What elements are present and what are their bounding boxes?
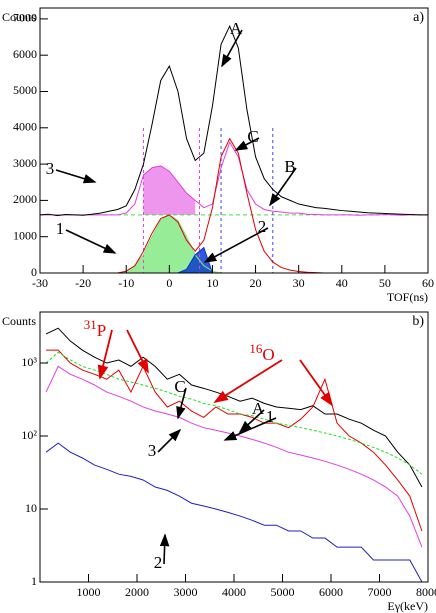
isotope-arrow [97,329,113,380]
y-tick-label: 10 [25,501,37,515]
x-tick-label: -20 [75,276,91,290]
y-tick-label: 1000 [13,228,37,242]
y-tick-label: 0 [31,265,37,279]
annotation-arrow [234,137,260,151]
histogram-line [45,442,423,583]
x-tick-label: 6000 [319,585,343,599]
x-tick-label: 2000 [125,585,149,599]
plot-frame [39,7,429,274]
annotation: 3 [46,159,55,178]
annotation-arrow [55,169,97,184]
x-tick-label: 20 [250,276,262,290]
x-tick-label: 1000 [77,585,101,599]
isotope-mass: 31 [84,317,97,332]
x-tick-label: 10 [206,276,218,290]
x-tick-label: -30 [32,276,48,290]
plot-area [39,7,429,274]
plot-area [39,311,429,583]
annotation-arrow [159,533,170,565]
x-tick-label: 3000 [174,585,198,599]
y-axis-label: Counts [2,314,36,328]
isotope-element: P [97,321,106,340]
plot-frame [39,311,429,583]
y-tick-label: 4000 [13,120,37,134]
area-fill [143,165,196,215]
x-tick-label: 50 [379,276,391,290]
annotation: A [230,19,243,38]
histogram-line [45,365,423,548]
panel-label: b) [412,314,424,329]
histogram-line [40,214,428,274]
x-tick-label: 7000 [368,585,392,599]
area-fill [40,247,428,273]
y-tick-label: 2000 [13,192,37,206]
annotation: C [247,127,258,146]
y-tick-label: 1 [31,574,37,588]
x-tick-label: 60 [422,276,434,290]
y-tick-label: 10³ [21,355,37,369]
y-tick-label: 10² [21,428,37,442]
annotation: C [174,377,185,396]
x-axis-label: TOF(ns) [387,290,428,304]
histogram-line [40,246,428,274]
annotation: 3 [148,441,157,460]
annotation-arrow [223,417,277,441]
isotope-element: O [262,345,274,364]
histogram-line [40,141,428,216]
y-axis-label: Counts [2,10,36,24]
histogram-line [46,349,423,532]
y-tick-label: 7000 [13,11,37,25]
isotope-arrow [299,359,334,407]
x-tick-label: 8000 [416,585,436,599]
x-axis-label: Eγ(keV) [387,599,428,613]
annotation-arrow [157,428,182,453]
isotope-arrow [213,359,283,403]
annotation: 1 [266,407,275,426]
histogram-line [45,351,423,475]
annotation: 1 [56,219,65,238]
histogram-line [45,327,423,488]
x-tick-label: 5000 [271,585,295,599]
x-tick-label: 0 [166,276,172,290]
x-tick-label: 30 [293,276,305,290]
histogram-line [39,24,428,217]
annotation: A [252,399,265,418]
x-tick-label: -10 [118,276,134,290]
x-tick-label: 4000 [222,585,246,599]
annotation: B [284,157,295,176]
y-tick-label: 3000 [13,156,37,170]
annotation-arrow [221,29,243,68]
annotation-arrow [65,229,117,254]
annotation-arrow [176,387,187,420]
isotope-label: 16O [249,341,274,364]
isotope-mass: 16 [249,341,263,356]
isotope-label: 31P [84,317,106,340]
annotation: 2 [154,553,163,572]
panel-label: a) [413,10,424,25]
histogram-line [40,137,428,274]
isotope-arrow [126,329,149,374]
annotation-arrow [238,409,265,434]
annotation-arrow [203,227,269,263]
area-fill [40,214,428,273]
annotation-arrow [269,167,297,207]
y-tick-label: 5000 [13,83,37,97]
x-tick-label: 40 [336,276,348,290]
y-tick-label: 6000 [13,47,37,61]
annotation: 2 [258,217,267,236]
